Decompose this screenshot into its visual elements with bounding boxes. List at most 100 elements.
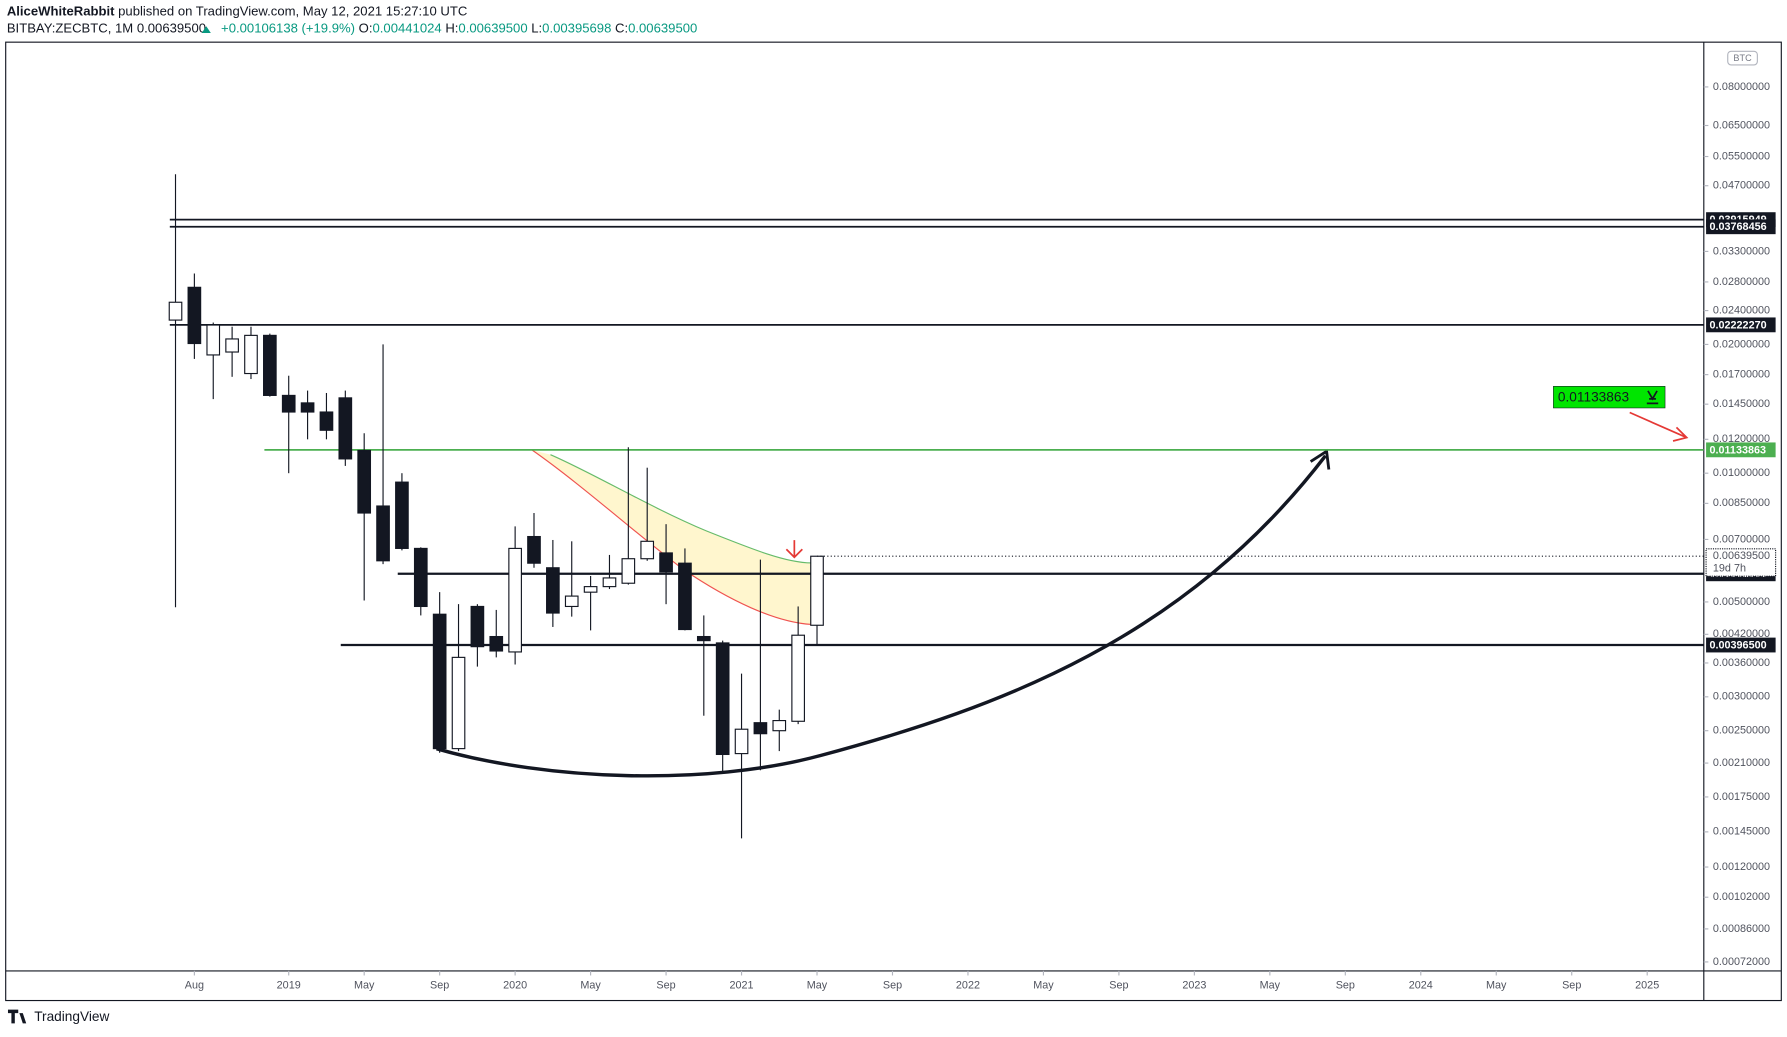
- y-tick-label: 0.04700000: [1713, 180, 1770, 192]
- x-tick-label: May: [354, 980, 375, 992]
- candle-body: [810, 555, 824, 626]
- candle-body: [395, 481, 409, 549]
- currency-box: [1727, 50, 1758, 66]
- y-tick-label: 0.00072000: [1713, 956, 1770, 968]
- y-tick-label: 0.00120000: [1713, 861, 1770, 873]
- level-label: 0.00396500: [1710, 639, 1767, 651]
- candle-body: [621, 558, 636, 584]
- red-arrow-down: [785, 540, 803, 559]
- x-tick-label: 2023: [1182, 980, 1206, 992]
- candle-body: [300, 402, 315, 413]
- y-tick-label: 0.01700000: [1713, 368, 1770, 380]
- y-tick-label: 0.00210000: [1713, 757, 1770, 769]
- candle-body: [489, 635, 504, 652]
- callout-box: [1553, 386, 1666, 409]
- x-tick-label: 2019: [277, 980, 301, 992]
- y-tick-label: 0.00360000: [1713, 657, 1770, 669]
- cup-curve: [436, 454, 1327, 778]
- y-tick-label: 0.08000000: [1713, 81, 1770, 93]
- band-fill: [532, 450, 812, 625]
- candle-body: [357, 449, 372, 514]
- x-tick-label: May: [1033, 980, 1054, 992]
- y-tick-label: 0.00700000: [1713, 533, 1770, 545]
- y-tick-label: 0.05500000: [1713, 150, 1770, 162]
- y-tick-label: 0.00086000: [1713, 923, 1770, 935]
- frame: [5, 41, 1782, 1002]
- close: 0.00639500: [628, 21, 697, 36]
- x-tick-label: Sep: [883, 980, 902, 992]
- current-price-tag: [1705, 548, 1777, 577]
- x-tick-label: May: [1260, 980, 1281, 992]
- candle-body: [772, 720, 787, 732]
- countdown: 19d 7h: [1713, 563, 1746, 575]
- y-tick-label: 0.00850000: [1713, 497, 1770, 509]
- candle-body: [640, 540, 655, 560]
- candle-body: [678, 562, 692, 631]
- y-tick-label: 0.01200000: [1713, 433, 1770, 445]
- open-label: O:: [359, 21, 373, 36]
- y-tick-label: 0.06500000: [1713, 119, 1770, 131]
- candle-body: [225, 338, 239, 353]
- candle-body: [432, 613, 447, 750]
- upper-band: [550, 454, 812, 564]
- candle-body: [753, 722, 768, 735]
- close-label: C:: [615, 21, 628, 36]
- x-tick-label: Sep: [1109, 980, 1128, 992]
- author: AliceWhiteRabbit: [7, 4, 115, 19]
- callout-text: 0.01133863: [1558, 389, 1629, 404]
- x-tick-label: Sep: [1336, 980, 1355, 992]
- y-tick-label: 0.00500000: [1713, 596, 1770, 608]
- candle-body: [338, 397, 353, 460]
- brand: TradingView: [34, 1009, 109, 1024]
- x-tick-label: 2025: [1635, 980, 1659, 992]
- currency: BTC: [1733, 53, 1752, 63]
- low-label: L:: [531, 21, 542, 36]
- candle-body: [508, 547, 522, 653]
- level-label: 0.01133863: [1710, 444, 1767, 456]
- low: 0.00395698: [542, 21, 611, 36]
- candle-body: [546, 567, 560, 614]
- candle-body: [734, 728, 749, 755]
- y-tick-label: 0.02800000: [1713, 276, 1770, 288]
- x-tick-label: Sep: [1562, 980, 1581, 992]
- candle-body: [244, 334, 258, 375]
- brand-logo: [7, 1009, 27, 1024]
- up-triangle: [201, 26, 211, 34]
- callout-icon: [1646, 390, 1659, 405]
- symbol: BITBAY:ZECBTC, 1M: [7, 21, 133, 36]
- candle-body: [206, 324, 221, 356]
- header-line: AliceWhiteRabbit published on TradingVie…: [7, 4, 467, 19]
- y-tick-label: 0.02000000: [1713, 338, 1770, 350]
- candle-body: [659, 552, 673, 573]
- level-tag: [1706, 317, 1776, 333]
- high: 0.00639500: [458, 21, 527, 36]
- x-tick-label: Sep: [430, 980, 449, 992]
- candle-body: [263, 334, 277, 396]
- y-tick-label: 0.00250000: [1713, 725, 1770, 737]
- candle-body: [715, 642, 730, 756]
- last: 0.00639500: [137, 21, 206, 36]
- level-tag: [1706, 637, 1776, 653]
- x-tick-label: May: [580, 980, 601, 992]
- candle-body: [319, 411, 334, 431]
- candle-body: [527, 535, 541, 564]
- candle-body: [187, 286, 202, 345]
- candle-body: [791, 634, 805, 722]
- level-tag: [1706, 442, 1776, 458]
- y-tick-label: 0.00175000: [1713, 791, 1770, 803]
- x-tick-label: 2024: [1409, 980, 1433, 992]
- candle-body: [696, 635, 711, 642]
- y-tick-label: 0.01450000: [1713, 398, 1770, 410]
- y-tick-label: 0.02400000: [1713, 304, 1770, 316]
- candle-body: [451, 656, 466, 750]
- y-tick-label: 0.03300000: [1713, 245, 1770, 257]
- x-tick-label: May: [1486, 980, 1507, 992]
- high-label: H:: [445, 21, 458, 36]
- level-label: 0.03768456: [1710, 221, 1767, 233]
- candle-body: [281, 394, 296, 413]
- candle-body: [168, 301, 183, 321]
- candle-body: [376, 505, 390, 562]
- current-price-label: 0.00639500: [1713, 550, 1770, 562]
- candle-body: [602, 577, 617, 588]
